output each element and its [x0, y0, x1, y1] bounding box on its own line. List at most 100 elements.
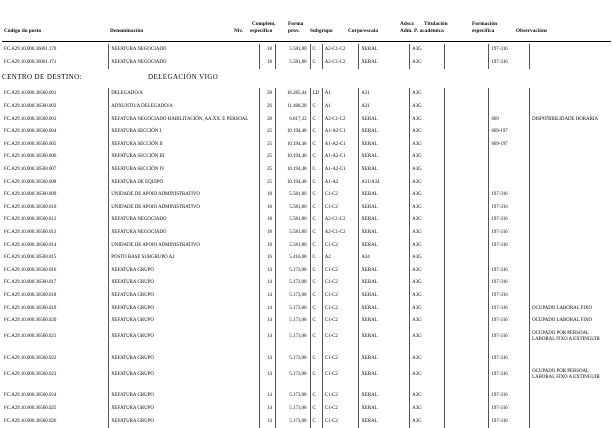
cell-titulacion-academica — [443, 277, 489, 290]
table-row: FC.A29.10.000.36560.014 UNIDADE DE APOIO … — [2, 239, 611, 252]
cell-subgrupo: C1-C2 — [321, 365, 359, 385]
cell-denominacion: UNIDADE DE APOIO ADMINISTRATIVO — [108, 239, 260, 252]
cell-nivel: 14 — [258, 289, 276, 303]
table-row: FC.A29.10.000.36560.022 XEFATURA GRUPO 14 5… — [2, 352, 611, 366]
cell-adscricion-admin: A3G — [409, 251, 445, 265]
cell-adscricion-admin: A3G — [409, 402, 445, 416]
column-header-subgrupo: Subgrupo — [310, 28, 333, 34]
cell-nivel: 25 — [258, 151, 276, 164]
cell-subgrupo: A1 — [321, 88, 359, 101]
cell-codigo: FC.A29.10.000.36560.001 — [4, 91, 57, 97]
cell-titulacion-academica — [443, 390, 489, 403]
cell-subgrupo: A2-C1-C2 — [321, 226, 359, 240]
cell-corpo-escala: XERAL — [358, 314, 410, 328]
cell-formacion-especifica: 197-316 — [488, 226, 530, 240]
spacer-cell — [274, 384, 311, 391]
cell-subgrupo: C1-C2 — [321, 302, 359, 315]
cell-adscricion-admin: A3G — [409, 56, 445, 70]
table-row: FC.A29.10.000.36560.024 XEFATURA GRUPO 14 5… — [2, 390, 611, 403]
cell-observacions — [529, 201, 611, 215]
cell-titulacion-academica — [443, 113, 489, 126]
spacer-cell — [443, 346, 489, 353]
cell-corpo-escala: A34 — [358, 251, 410, 265]
cell-forma-provision: C — [309, 226, 323, 240]
cell-forma-provision: C — [309, 188, 323, 202]
spacer-cell — [258, 346, 276, 353]
column-header-corpo: Corpo/escala — [348, 28, 379, 34]
column-header-complemento-line1: Complem. — [252, 21, 276, 27]
cell-subgrupo: C1-C2 — [321, 327, 359, 347]
cell-formacion-especifica — [488, 163, 530, 177]
cell-observacions — [529, 88, 611, 101]
cell-complemento-especifico: 5.173,08 — [274, 314, 311, 328]
table-row: FC.A29.10.000.36560.008 XEFATURA DE EQUIP… — [2, 176, 611, 189]
centro-destino-heading: CENTRO DE DESTINO: DELEGACIÓN VIGO — [0, 69, 613, 88]
cell-corpo-escala: A31 — [358, 88, 410, 101]
cell-nivel: 28 — [258, 88, 276, 101]
cell-formacion-especifica: 197-316 — [488, 239, 530, 252]
cell-observacions — [529, 163, 611, 177]
cell-denominacion: XEFATURA GRUPO — [108, 365, 260, 385]
cell-adscricion-admin: A3G — [409, 100, 445, 114]
cell-denominacion: XEFATURA NEGOCIADO — [108, 226, 260, 240]
cell-codigo: FC.A29.10.000.36560.017 — [4, 280, 57, 286]
cell-complemento-especifico: 5.173,08 — [274, 327, 311, 347]
cell-adscricion-admin: A3G — [409, 289, 445, 303]
cell-forma-provision: C — [309, 365, 323, 385]
cell-nivel: 18 — [258, 188, 276, 202]
cell-forma-provision: C — [309, 239, 323, 252]
table-row: FC.A29.10.000.36560.017 XEFATURA GRUPO 14 5… — [2, 277, 611, 290]
cell-titulacion-academica — [443, 138, 489, 152]
table-row: FC.A29.10.000.36560.005 XEFATURA SECCIÓN … — [2, 138, 611, 152]
cell-titulacion-academica — [443, 289, 489, 303]
cell-subgrupo: A2-C1-C2 — [321, 56, 359, 70]
cell-formacion-especifica: 197-316 — [488, 390, 530, 403]
spacer-cell — [258, 384, 276, 391]
cell-nivel: 14 — [258, 402, 276, 416]
cell-complemento-especifico: 5.416,08 — [274, 251, 311, 265]
cell-observacions — [529, 44, 611, 57]
cell-adscricion-admin: A3G — [409, 88, 445, 101]
cell-complemento-especifico: 5.173,08 — [274, 365, 311, 385]
cell-denominacion: XEFATURA SECCIÓN I — [108, 125, 260, 139]
table-row: FC.A29.10.000.36560.013 XEFATURA NEGOCIAD… — [2, 226, 611, 240]
cell-observacions — [529, 251, 611, 265]
cell-titulacion-academica — [443, 56, 489, 70]
cell-observacions: DISPOÑIBILIDADE HORARIA — [529, 113, 611, 126]
table-row: FC.A29.10.000.36560.009 UNIDADE DE APOIO … — [2, 188, 611, 202]
cell-formacion-especifica: 197-316 — [488, 314, 530, 328]
cell-forma-provision: C — [309, 314, 323, 328]
table-row: FC.A29.10.000.36560.015 POSTO BASE SUBGRU… — [2, 251, 611, 265]
cell-codigo: FC.A29.10.000.36560.007 — [4, 167, 57, 173]
cell-corpo-escala: XERAL — [358, 289, 410, 303]
table-row: FC.A29.10.000.36560.001 DELEGADO/A 28 16.28… — [2, 88, 611, 101]
cell-subgrupo: C1-C2 — [321, 415, 359, 428]
table-row: FC.A29.10.000.36560.003 XEFATURA NEGOCIAD… — [2, 113, 611, 126]
cell-subgrupo: C1-C2 — [321, 188, 359, 202]
cell-complemento-especifico: 16.285,44 — [274, 88, 311, 101]
cell-subgrupo: C1-C2 — [321, 289, 359, 303]
cell-formacion-especifica: 197-316 — [488, 365, 530, 385]
cell-complemento-especifico: 5.173,08 — [274, 390, 311, 403]
cell-nivel: 14 — [258, 314, 276, 328]
cell-codigo: FC.A29.10.000.36560.015 — [4, 255, 57, 261]
table-row: FC.A29.10.000.36001.171 XEFATURA NEGOCIAD… — [2, 56, 611, 70]
cell-codigo: FC.A29.10.000.36560.002 — [4, 104, 57, 110]
cell-nivel: 18 — [258, 56, 276, 70]
cell-nivel: 25 — [258, 176, 276, 189]
cell-nivel: 14 — [258, 327, 276, 347]
cell-corpo-escala: XERAL — [358, 44, 410, 57]
cell-forma-provision: C — [309, 201, 323, 215]
cell-adscricion-admin: A3G — [409, 138, 445, 152]
cell-subgrupo: A2-C1-C2 — [321, 44, 359, 57]
cell-titulacion-academica — [443, 163, 489, 177]
spacer-cell — [358, 346, 410, 353]
column-header-titulacion-line2: P. académica — [414, 28, 444, 34]
header-rule — [2, 41, 611, 42]
table-row: FC.A29.10.000.36560.019 XEFATURA GRUPO 14 5… — [2, 302, 611, 315]
cell-subgrupo: A1-A2-C1 — [321, 138, 359, 152]
cell-complemento-especifico: 5.173,08 — [274, 415, 311, 428]
column-header-forma-line1: Forma — [288, 21, 304, 27]
cell-observacions — [529, 100, 611, 114]
cell-titulacion-academica — [443, 352, 489, 366]
